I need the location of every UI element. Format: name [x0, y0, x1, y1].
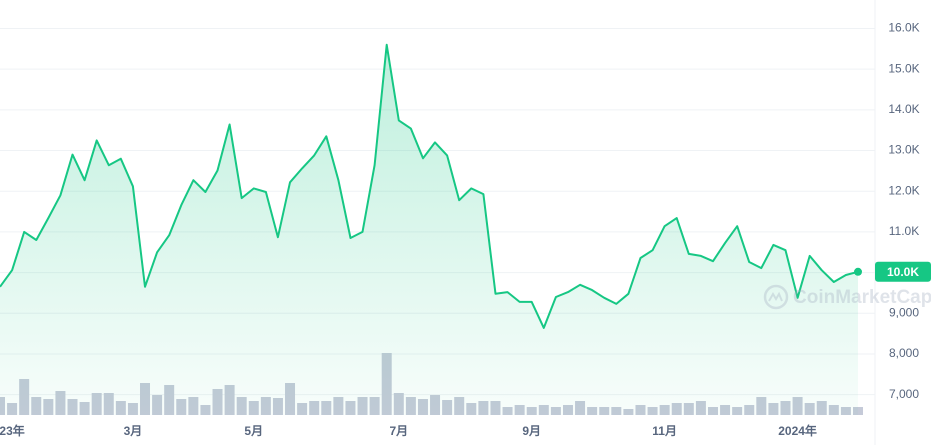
x-tick-label: 5月 [244, 424, 263, 438]
watermark-logo-mark [768, 291, 783, 302]
x-tick-label: 23年 [0, 423, 25, 438]
y-tick-label: 9,000 [889, 305, 919, 319]
watermark-logo [763, 284, 789, 310]
watermark: CoinMarketCap [763, 284, 931, 310]
x-tick-label: 3月 [124, 424, 143, 438]
x-tick-label: 2024年 [778, 423, 817, 438]
price-line [0, 43, 862, 416]
y-tick-label: 13.0K [888, 143, 919, 157]
y-tick-label: 15.0K [888, 61, 919, 75]
axes: 7,000 8,000 9,000 10.0K 11.0K 12.0K 13.0K 14.0K… [0, 21, 931, 438]
y-tick-label: 7,000 [889, 387, 919, 401]
price-line [0, 43, 859, 329]
y-tick-label: 14.0K [888, 102, 919, 116]
watermark-text: CoinMarketCap [793, 287, 931, 308]
current-price-label: 10.0K [887, 265, 919, 279]
y-tick-label: 16.0K [888, 21, 919, 35]
x-tick-label: 11月 [652, 424, 677, 438]
y-tick-label: 12.0K [888, 183, 919, 197]
last-point [854, 267, 862, 276]
x-tick-label: 9月 [522, 424, 541, 438]
y-tick-label: 11.0K [889, 224, 919, 238]
price-area [0, 44, 858, 416]
current-price-badge [875, 261, 931, 282]
x-tick-label: 7月 [389, 424, 408, 438]
y-tick-label: 8,000 [889, 346, 919, 360]
